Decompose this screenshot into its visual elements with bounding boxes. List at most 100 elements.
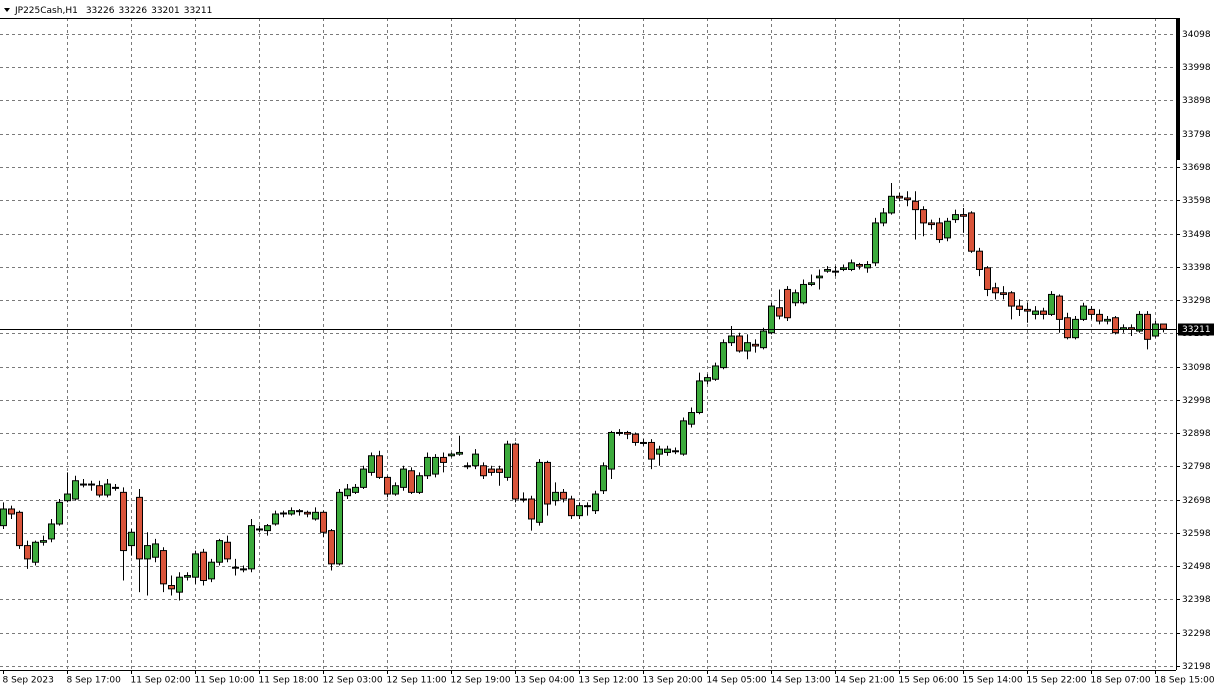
bull-body bbox=[256, 528, 263, 531]
bull-body bbox=[1048, 293, 1055, 315]
x-tick-label: 12 Sep 11:00 bbox=[387, 676, 447, 686]
bull-body bbox=[640, 441, 647, 444]
bull-body bbox=[312, 511, 319, 520]
bear-body bbox=[784, 288, 791, 319]
bear-body bbox=[624, 431, 631, 435]
bull-body bbox=[760, 330, 767, 349]
bear-body bbox=[1000, 292, 1007, 295]
y-tick-label: 32898 bbox=[1182, 429, 1211, 439]
bull-body bbox=[64, 493, 71, 502]
header-close: 33211 bbox=[184, 6, 213, 16]
bull-body bbox=[368, 455, 375, 473]
bear-body bbox=[984, 267, 991, 290]
bear-body bbox=[224, 541, 231, 560]
y-tick-label: 32598 bbox=[1182, 529, 1211, 539]
candles bbox=[0, 182, 1167, 601]
bull-body bbox=[1080, 305, 1087, 320]
y-tick-label: 33298 bbox=[1182, 296, 1211, 306]
bull-body bbox=[192, 553, 199, 578]
x-tick-label: 12 Sep 03:00 bbox=[323, 676, 383, 686]
bull-body bbox=[112, 486, 119, 489]
bear-body bbox=[1040, 310, 1047, 315]
bull-body bbox=[1152, 323, 1159, 337]
y-tick-label: 33998 bbox=[1182, 63, 1211, 73]
bull-body bbox=[872, 222, 879, 264]
bear-body bbox=[1112, 317, 1119, 334]
bear-body bbox=[1064, 317, 1071, 339]
bull-body bbox=[456, 451, 463, 455]
bull-body bbox=[504, 443, 511, 478]
y-tick-label: 32298 bbox=[1182, 629, 1211, 639]
bull-body bbox=[216, 540, 223, 563]
bull-body bbox=[360, 468, 367, 488]
bear-body bbox=[920, 209, 927, 224]
x-tick-label: 11 Sep 02:00 bbox=[131, 676, 191, 686]
bull-body bbox=[592, 493, 599, 512]
bear-body bbox=[1008, 292, 1015, 307]
x-tick-label: 18 Sep 07:00 bbox=[1091, 676, 1151, 686]
x-tick-label: 13 Sep 12:00 bbox=[579, 676, 639, 686]
bull-body bbox=[832, 270, 839, 273]
bear-body bbox=[1024, 308, 1031, 312]
bear-body bbox=[1144, 313, 1151, 340]
symbol: JP225Cash,H1 bbox=[14, 6, 78, 16]
bull-body bbox=[672, 450, 679, 453]
bull-body bbox=[728, 335, 735, 344]
bull-body bbox=[536, 461, 543, 523]
bull-body bbox=[448, 453, 455, 457]
y-tick-label: 32398 bbox=[1182, 595, 1211, 605]
bull-body bbox=[520, 498, 527, 501]
x-tick-label: 8 Sep 17:00 bbox=[67, 676, 122, 686]
bull-body bbox=[40, 540, 47, 543]
bull-body bbox=[424, 456, 431, 477]
menu-arrow[interactable] bbox=[4, 8, 10, 12]
bear-body bbox=[1088, 308, 1095, 315]
y-tick-label: 32698 bbox=[1182, 496, 1211, 506]
bull-body bbox=[400, 468, 407, 488]
bear-body bbox=[408, 470, 415, 493]
bull-body bbox=[816, 275, 823, 279]
bull-body bbox=[744, 342, 751, 352]
header-open: 33226 bbox=[86, 6, 115, 16]
bull-body bbox=[616, 431, 623, 434]
bull-body bbox=[880, 212, 887, 224]
x-tick-label: 11 Sep 18:00 bbox=[259, 676, 319, 686]
y-tick-label: 33898 bbox=[1182, 96, 1211, 106]
bull-body bbox=[792, 292, 799, 304]
x-tick-label: 12 Sep 19:00 bbox=[451, 676, 511, 686]
bear-body bbox=[904, 197, 911, 201]
bull-body bbox=[720, 342, 727, 369]
bear-body bbox=[968, 212, 975, 252]
bear-body bbox=[296, 510, 303, 513]
bear-body bbox=[480, 465, 487, 477]
bull-body bbox=[0, 508, 7, 527]
x-tick-label: 15 Sep 22:00 bbox=[1027, 676, 1087, 686]
bear-body bbox=[8, 508, 15, 515]
x-tick-label: 15 Sep 06:00 bbox=[899, 676, 959, 686]
bull-body bbox=[32, 541, 39, 563]
y-tick-label: 32798 bbox=[1182, 462, 1211, 472]
grid bbox=[0, 18, 1176, 670]
bull-body bbox=[824, 268, 831, 272]
bull-body bbox=[104, 483, 111, 496]
header: JP225Cash,H1 33226 33226 33201 33211 bbox=[14, 6, 212, 16]
bull-body bbox=[848, 262, 855, 270]
bear-body bbox=[488, 468, 495, 473]
bull-body bbox=[600, 465, 607, 492]
y-tick-label: 33798 bbox=[1182, 130, 1211, 140]
price-label: 33211 bbox=[1182, 325, 1211, 335]
bear-body bbox=[912, 200, 919, 211]
price-label-box bbox=[1178, 323, 1214, 336]
x-tick-label: 8 Sep 2023 bbox=[3, 676, 54, 686]
bear-body bbox=[168, 585, 175, 590]
bull-body bbox=[184, 575, 191, 578]
bull-body bbox=[48, 523, 55, 540]
scale-bar bbox=[1177, 18, 1180, 160]
bull-body bbox=[56, 501, 63, 525]
bear-body bbox=[96, 485, 103, 496]
x-tick-label: 13 Sep 04:00 bbox=[515, 676, 575, 686]
bear-body bbox=[648, 441, 655, 460]
bull-body bbox=[416, 475, 423, 493]
y-tick-label: 33698 bbox=[1182, 163, 1211, 173]
